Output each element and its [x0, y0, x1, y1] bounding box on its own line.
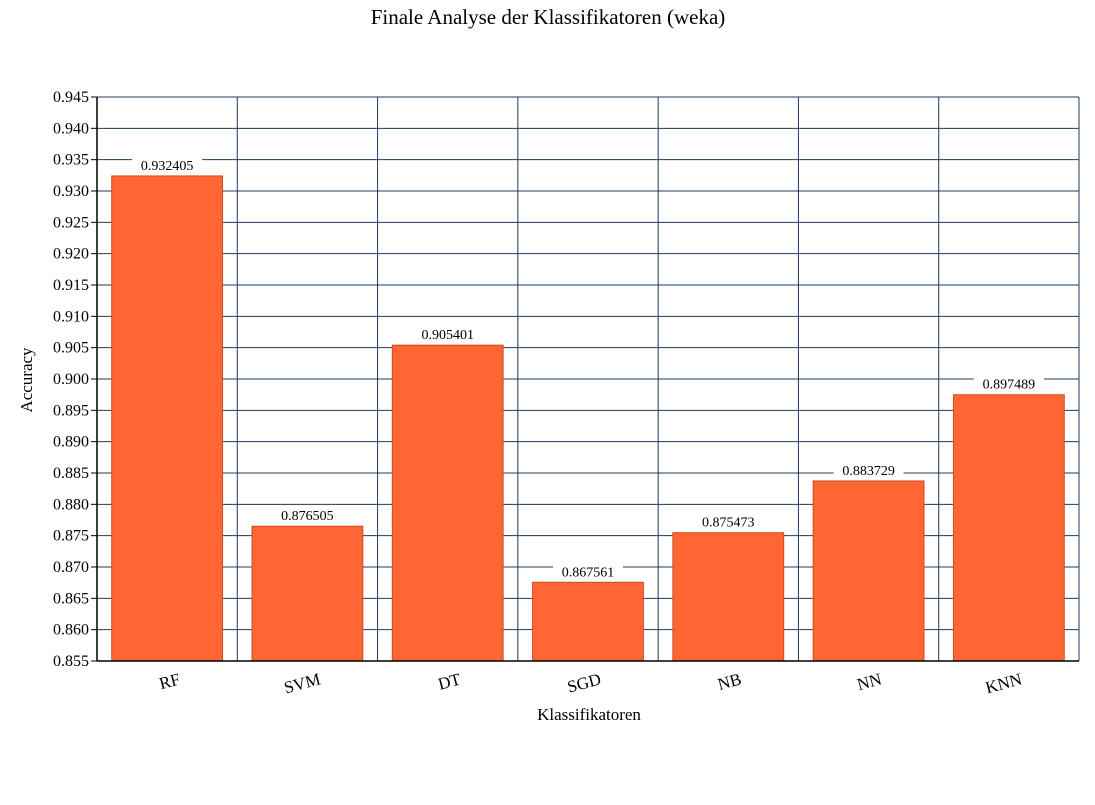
y-tick-label: 0.930: [53, 183, 89, 200]
axes: [91, 96, 1079, 662]
y-tick-label: 0.880: [53, 496, 89, 513]
bar-knn: [952, 394, 1065, 662]
y-tick-label: 0.890: [53, 434, 89, 451]
y-tick-label: 0.905: [53, 340, 89, 357]
y-tick-label: 0.885: [53, 465, 89, 482]
bar-rf: [111, 175, 224, 662]
bar-nb: [672, 532, 785, 662]
x-tick-label: RF: [157, 670, 182, 694]
data-label-background: [553, 564, 623, 580]
y-tick-label: 0.915: [53, 277, 89, 294]
chart-title: Finale Analyse der Klassifikatoren (weka…: [371, 5, 726, 29]
bar-nn: [812, 480, 925, 662]
y-tick-label: 0.875: [53, 528, 89, 545]
data-label: 0.883729: [842, 464, 895, 479]
y-axis-title: Accuracy: [17, 347, 36, 413]
data-label: 0.897489: [983, 378, 1036, 393]
bars: [111, 175, 1065, 662]
data-label-background: [272, 508, 343, 524]
y-tick-label: 0.855: [53, 653, 89, 670]
x-tick-label: NB: [716, 670, 744, 694]
y-tick-label: 0.940: [53, 120, 89, 137]
bar-dt: [391, 344, 504, 662]
data-label-background: [412, 327, 483, 343]
y-tick-label: 0.910: [53, 308, 89, 325]
data-label: 0.867561: [562, 565, 615, 580]
y-tick-label: 0.860: [53, 622, 89, 639]
x-tick-label: DT: [436, 669, 463, 693]
data-label-background: [693, 514, 764, 530]
x-tick-label: SGD: [565, 670, 603, 697]
y-tick-labels: 0.855 0.860 0.865 0.870 0.875 0.880 0.885 0.890…: [53, 89, 89, 670]
bar-svm: [251, 525, 364, 662]
data-label: 0.876505: [281, 509, 334, 524]
bar-sgd: [532, 581, 644, 662]
data-label: 0.875473: [702, 516, 755, 531]
y-tick-label: 0.900: [53, 371, 89, 388]
data-label: 0.932405: [141, 159, 194, 174]
x-axis-title: Klassifikatoren: [537, 705, 641, 724]
x-tick-labels: RF SVM DT SGD NB NN KNN: [157, 669, 1024, 697]
data-label-background: [132, 157, 203, 173]
y-tick-label: 0.865: [53, 590, 89, 607]
data-label: 0.905401: [421, 328, 474, 343]
x-tick-label: NN: [855, 670, 884, 695]
y-tick-label: 0.935: [53, 152, 89, 169]
y-tick-label: 0.870: [53, 559, 89, 576]
x-tick-label: SVM: [282, 670, 323, 698]
y-tick-label: 0.945: [53, 89, 89, 106]
x-tick-label: KNN: [983, 670, 1024, 698]
y-tick-label: 0.925: [53, 214, 89, 231]
data-labels: 0.932405 0.876505 0.905401 0.867561 0.875473…: [132, 157, 1044, 580]
grid: [96, 96, 1080, 662]
data-label-background: [973, 376, 1044, 392]
y-tick-label: 0.895: [53, 402, 89, 419]
y-tick-label: 0.920: [53, 246, 89, 263]
data-label-background: [833, 462, 904, 478]
